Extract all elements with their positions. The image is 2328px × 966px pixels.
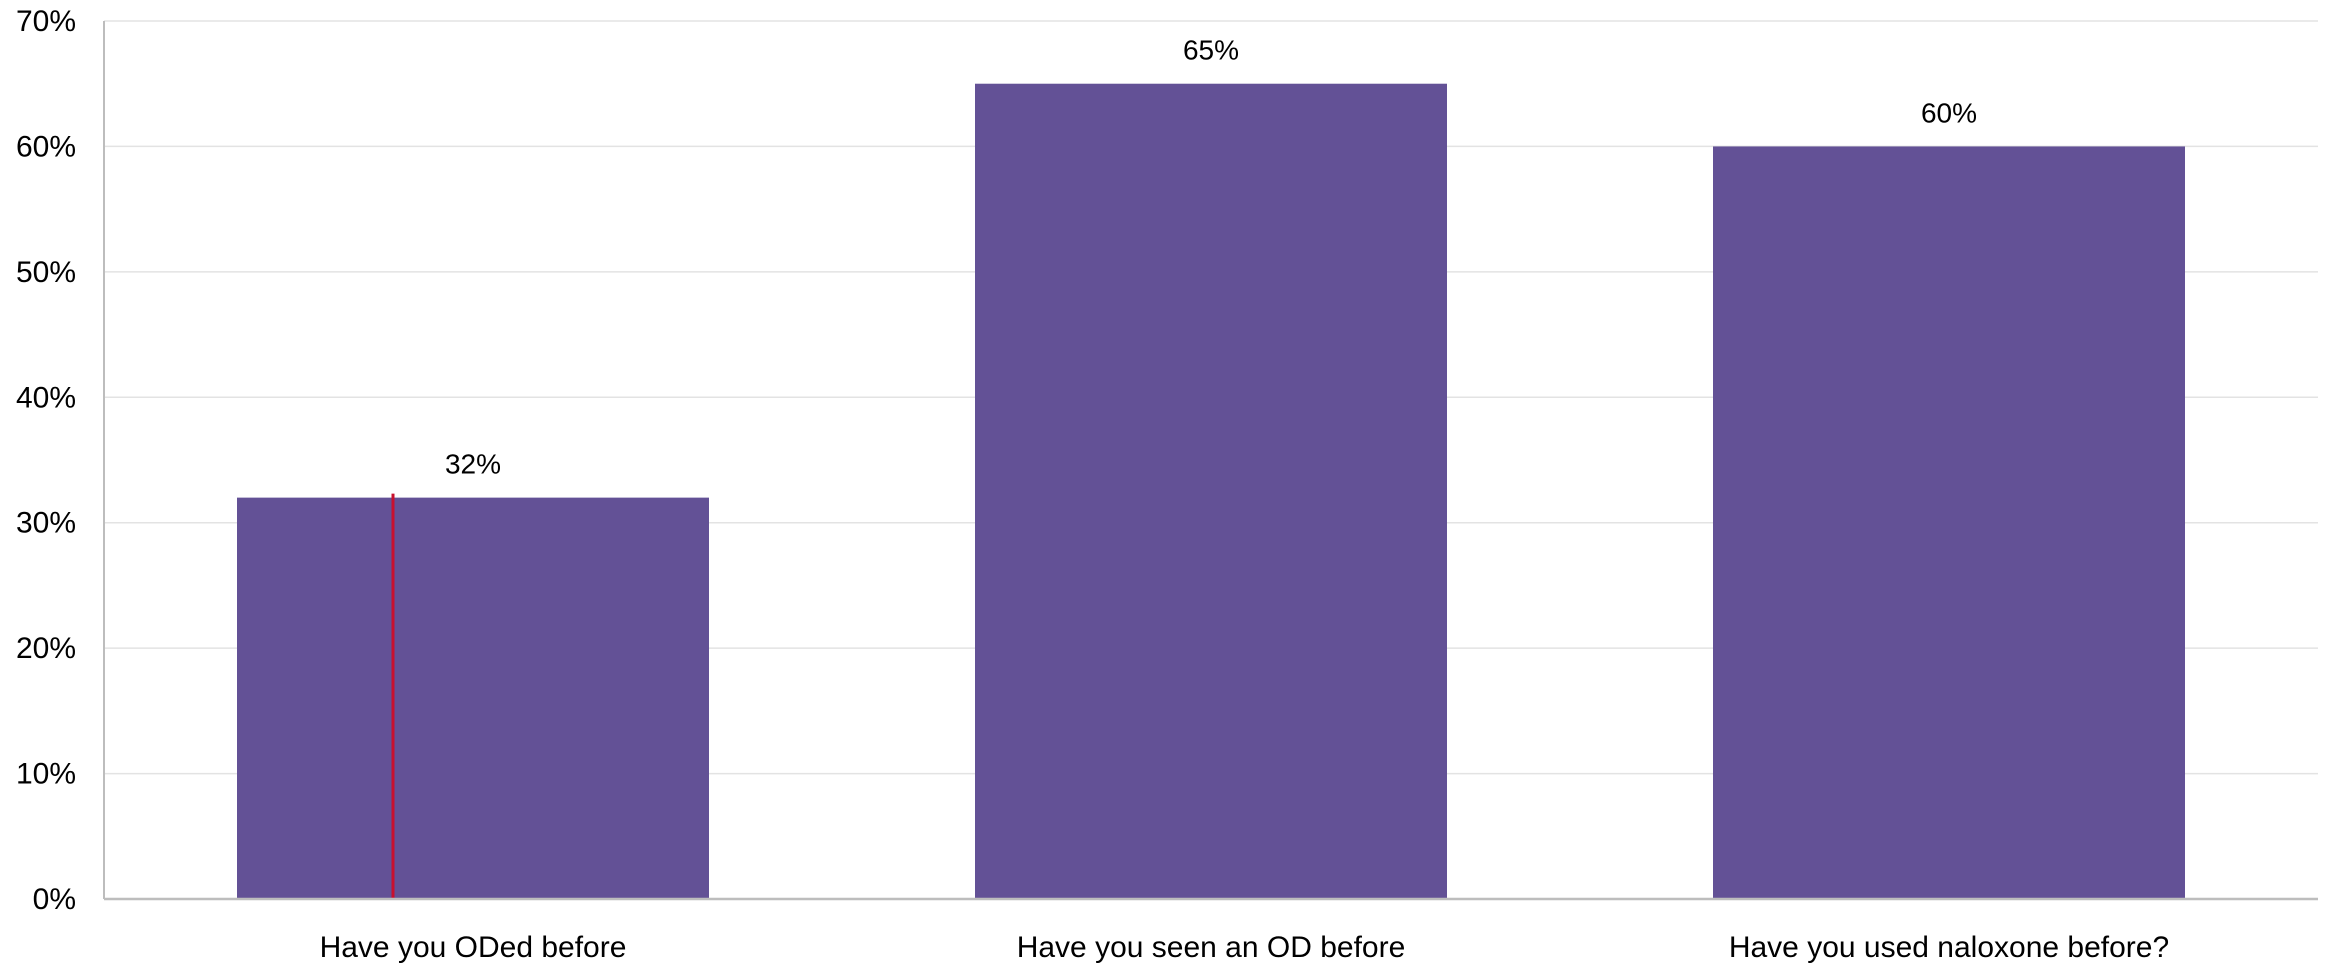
y-tick-label: 10% (16, 758, 76, 791)
y-tick-label: 50% (16, 256, 76, 289)
y-tick-label: 30% (16, 507, 76, 540)
y-tick-label: 60% (16, 130, 76, 163)
y-tick-label: 20% (16, 632, 76, 665)
category-label: Have you seen an OD before (1017, 931, 1406, 964)
data-label: 65% (1183, 35, 1239, 66)
axes (103, 21, 2318, 901)
bar (975, 83, 1447, 899)
y-tick-label: 70% (16, 5, 76, 38)
category-label: Have you used naloxone before? (1729, 931, 2169, 964)
bar (237, 497, 709, 899)
y-axis-tick-labels: 0% 10% 20% 30% 40% 50% 60% 70% (16, 5, 76, 916)
x-axis-category-labels: Have you ODed before Have you seen an OD … (320, 931, 2170, 964)
data-labels: 32% 65% 60% (445, 35, 1977, 480)
data-label: 60% (1921, 97, 1977, 128)
bars (237, 83, 2185, 899)
data-label: 32% (445, 449, 501, 480)
bar (1713, 146, 2185, 899)
y-tick-label: 0% (33, 883, 76, 916)
category-label: Have you ODed before (320, 931, 627, 964)
y-tick-label: 40% (16, 381, 76, 414)
